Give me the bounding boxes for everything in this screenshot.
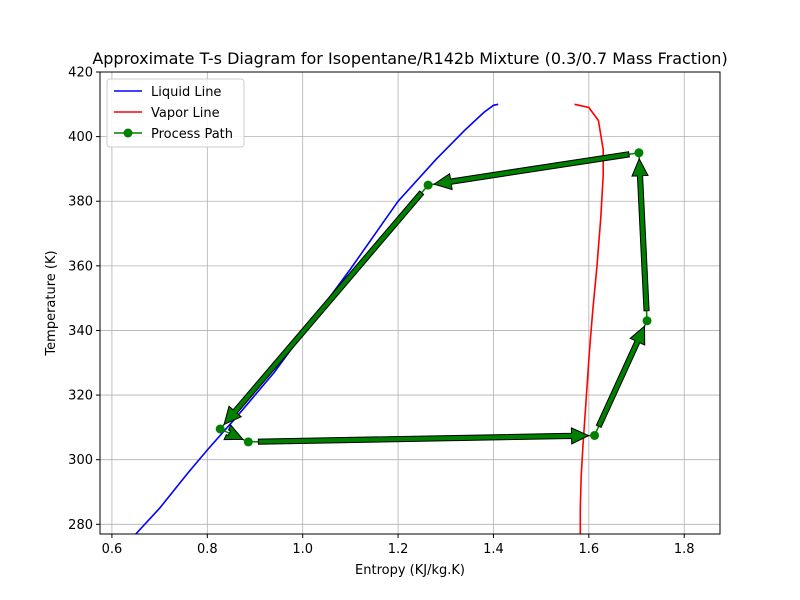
legend: Liquid Line Vapor Line Process Path (106, 78, 245, 148)
y-tick-label: 300 (68, 453, 93, 468)
legend-marker (123, 128, 133, 138)
process-arrows (219, 151, 650, 445)
process-point (642, 316, 652, 326)
x-axis-title: Entropy (KJ/kg.K) (355, 563, 465, 578)
y-tick-label: 340 (68, 324, 93, 339)
y-tick-label: 380 (68, 195, 93, 210)
process-arrow (223, 190, 425, 426)
legend-label: Liquid Line (151, 85, 221, 100)
process-arrow (595, 325, 646, 429)
chart-title: Approximate T-s Diagram for Isopentane/R… (92, 49, 727, 68)
process-point (590, 430, 600, 440)
process-markers (215, 148, 652, 447)
y-tick-label: 400 (68, 130, 93, 145)
process-point (215, 424, 225, 434)
x-tick-label: 1.2 (388, 542, 409, 557)
y-tick-label: 360 (68, 259, 93, 274)
legend-label: Vapor Line (151, 106, 220, 121)
x-tick-label: 1.6 (579, 542, 600, 557)
process-arrow (432, 151, 630, 191)
plot-frame (99, 71, 721, 535)
process-arrow (223, 424, 244, 441)
vapor-line (574, 103, 604, 534)
x-tick-label: 0.6 (102, 542, 123, 557)
process-point (423, 180, 433, 190)
x-tick-label: 1.8 (674, 542, 695, 557)
x-tick-label: 1.4 (483, 542, 504, 557)
y-axis-title: Temperature (K) (44, 250, 59, 356)
process-arrow (257, 427, 590, 445)
x-tick-label: 0.8 (197, 542, 218, 557)
legend-label: Process Path (151, 127, 233, 142)
process-arrow (631, 157, 650, 312)
x-tick-label: 1.0 (292, 542, 313, 557)
process-point (634, 148, 644, 158)
process-point (243, 437, 253, 447)
axis-ticks: 0.6 0.8 1.0 1.2 1.4 1.6 1.8 280 300 320 340 360 380 4… (68, 66, 694, 558)
y-tick-label: 420 (68, 66, 93, 81)
y-tick-label: 280 (68, 518, 93, 533)
y-tick-label: 320 (68, 389, 93, 404)
legend-frame (106, 78, 245, 148)
